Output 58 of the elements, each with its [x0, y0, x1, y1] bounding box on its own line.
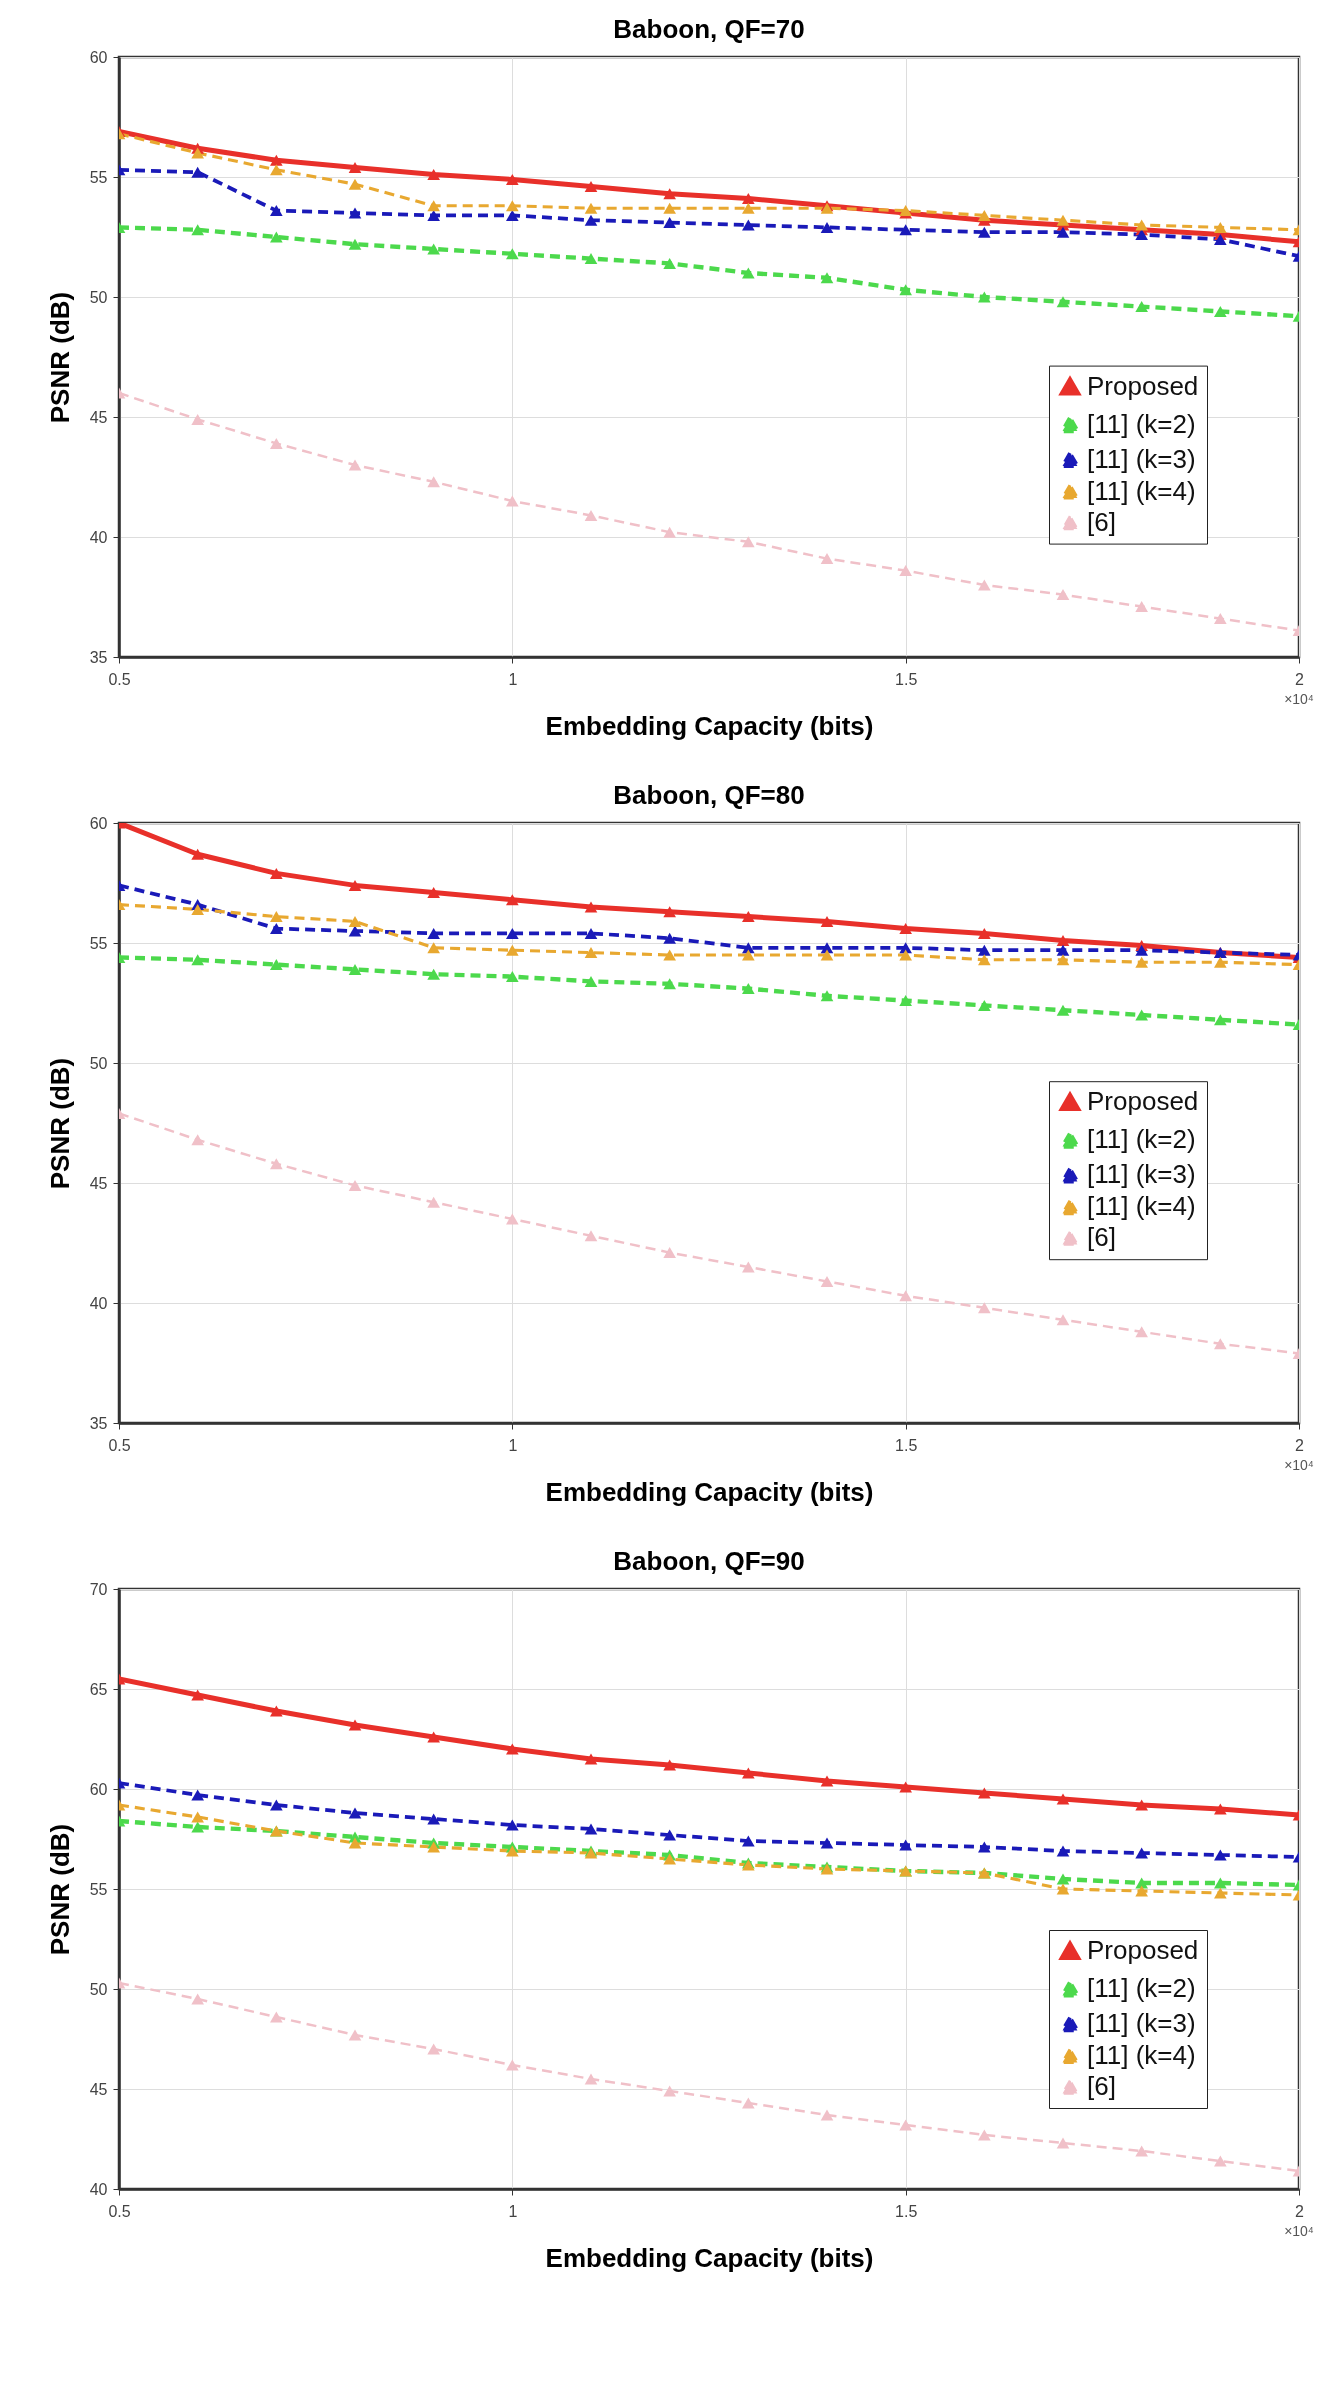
x-tick-label: 2 — [1295, 1436, 1305, 1454]
legend-label: [11] (k=2) — [1087, 1973, 1196, 2003]
x-tick-label: 0.5 — [108, 670, 131, 688]
legend-label: [6] — [1087, 1222, 1116, 1253]
y-axis-title: PSNR (dB) — [44, 1823, 75, 1956]
legend-label: [11] (k=3) — [1087, 1159, 1196, 1190]
chart-title: Baboon, QF=90 — [613, 1546, 805, 1576]
y-tick-label: 45 — [89, 1174, 108, 1192]
text: ×10⁴ — [1284, 691, 1314, 707]
y-axis-title: PSNR (dB) — [44, 291, 75, 424]
x-tick-label: 1 — [508, 1436, 518, 1454]
legend-label: [11] (k=2) — [1087, 408, 1196, 439]
y-tick-label: 60 — [89, 48, 108, 66]
x-tick-label: 2 — [1295, 670, 1305, 688]
x-tick-label: 1 — [508, 670, 518, 688]
y-tick-label: 35 — [89, 1414, 108, 1432]
y-tick-label: 40 — [89, 528, 108, 546]
y-tick-label: 55 — [89, 168, 108, 186]
x-tick-label: 1.5 — [895, 670, 918, 688]
legend-label: Proposed — [1087, 1935, 1199, 1965]
legend-label: [11] (k=3) — [1087, 2008, 1196, 2038]
legend-label: Proposed — [1087, 1086, 1199, 1117]
legend-label: [6] — [1087, 506, 1116, 537]
legend-label: [11] (k=3) — [1087, 443, 1196, 474]
chart-title: Baboon, QF=70 — [613, 14, 805, 44]
legend-label: [11] (k=2) — [1087, 1124, 1196, 1155]
y-tick-label: 50 — [89, 288, 108, 306]
x-tick-label: 1 — [508, 2202, 518, 2220]
y-tick-label: 50 — [89, 1980, 108, 1998]
y-tick-label: 40 — [89, 2180, 108, 2198]
y-tick-label: 50 — [89, 1054, 108, 1072]
text: ×10⁴ — [1284, 2223, 1314, 2239]
chart-title: Baboon, QF=80 — [613, 780, 805, 810]
y-tick-label: 45 — [89, 408, 108, 426]
legend-label: [11] (k=4) — [1087, 475, 1196, 506]
x-tick-label: 1.5 — [895, 1436, 918, 1454]
y-tick-label: 35 — [89, 648, 108, 666]
y-tick-label: 40 — [89, 1294, 108, 1312]
legend-label: [11] (k=4) — [1087, 2040, 1196, 2070]
y-tick-label: 70 — [89, 1580, 108, 1598]
x-axis-title: Embedding Capacity (bits) — [545, 1476, 874, 1507]
text: ×10⁴ — [1284, 1457, 1314, 1473]
legend-label: [11] (k=4) — [1087, 1191, 1196, 1222]
y-tick-label: 55 — [89, 1880, 108, 1898]
legend-label: [6] — [1087, 2071, 1116, 2101]
y-tick-label: 60 — [89, 814, 108, 832]
x-tick-label: 0.5 — [108, 1436, 131, 1454]
x-tick-label: 2 — [1295, 2202, 1305, 2220]
y-tick-label: 55 — [89, 934, 108, 952]
x-tick-label: 1.5 — [895, 2202, 918, 2220]
x-axis-title: Embedding Capacity (bits) — [545, 2242, 874, 2273]
legend-label: Proposed — [1087, 370, 1199, 401]
x-axis-title: Embedding Capacity (bits) — [545, 710, 874, 741]
x-tick-label: 0.5 — [108, 2202, 131, 2220]
y-tick-label: 60 — [89, 1780, 108, 1798]
y-tick-label: 65 — [89, 1680, 108, 1698]
y-axis-title: PSNR (dB) — [44, 1057, 75, 1190]
y-tick-label: 45 — [89, 2080, 108, 2098]
